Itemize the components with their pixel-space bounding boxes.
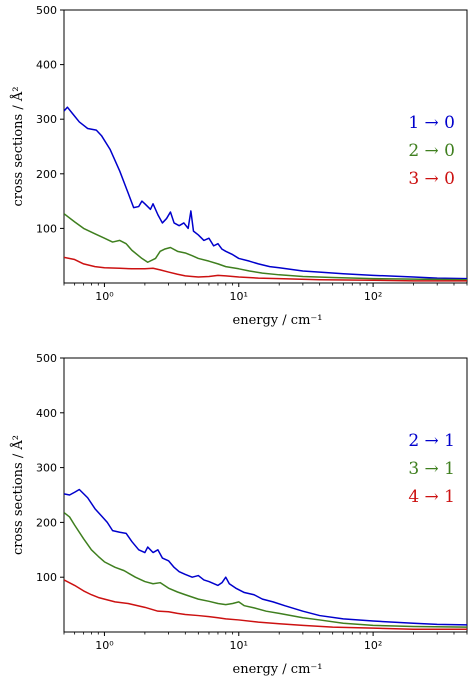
y-tick-label: 300: [36, 113, 57, 126]
legend-entry-2: 3 → 1: [408, 459, 455, 479]
series-line-2: [64, 213, 467, 281]
y-tick-label: 300: [36, 462, 57, 475]
series-line-3: [64, 256, 467, 282]
legend-entry-3: 3 → 0: [408, 169, 455, 189]
y-tick-label: 200: [36, 168, 57, 181]
y-tick-label: 200: [36, 516, 57, 529]
x-tick-label: 10²: [364, 639, 382, 652]
series-line-1: [64, 488, 467, 626]
plot-frame: [63, 357, 468, 633]
y-tick-label: 400: [36, 407, 57, 420]
y-tick-label: 400: [36, 59, 57, 72]
y-tick-label: 100: [36, 222, 57, 235]
x-tick-label: 10⁰: [95, 290, 114, 303]
x-tick-label: 10¹: [230, 290, 248, 303]
y-tick-label: 100: [36, 571, 57, 584]
y-tick-label: 500: [36, 4, 57, 17]
legend-entry-1: 2 → 1: [408, 431, 455, 451]
series-line-2: [64, 511, 467, 628]
x-tick-label: 10⁰: [95, 639, 114, 652]
series-line-3: [64, 579, 467, 631]
y-axis-label: cross sections / Å²: [10, 87, 26, 207]
y-axis-label: cross sections / Å²: [10, 435, 26, 555]
plot-frame: [63, 9, 468, 284]
x-axis-label: energy / cm⁻¹: [233, 662, 323, 677]
y-tick-label: 500: [36, 352, 57, 365]
chart-panel-2: 100 200 300 400 500 10⁰ 10¹ 10² 2 → 1 3 → 1 4 → 1 e…: [10, 352, 468, 677]
legend-entry-1: 1 → 0: [408, 113, 455, 133]
legend-entry-3: 4 → 1: [408, 487, 455, 507]
series-line-1: [64, 106, 467, 280]
chart-panel-1: 100 200 300 400 500 10⁰ 10¹ 10² 1 → 0 2 → 0 3 → 0 e…: [10, 4, 468, 328]
x-tick-label: 10¹: [230, 639, 248, 652]
legend-entry-2: 2 → 0: [408, 141, 455, 161]
x-tick-label: 10²: [364, 290, 382, 303]
x-axis-label: energy / cm⁻¹: [233, 313, 323, 328]
